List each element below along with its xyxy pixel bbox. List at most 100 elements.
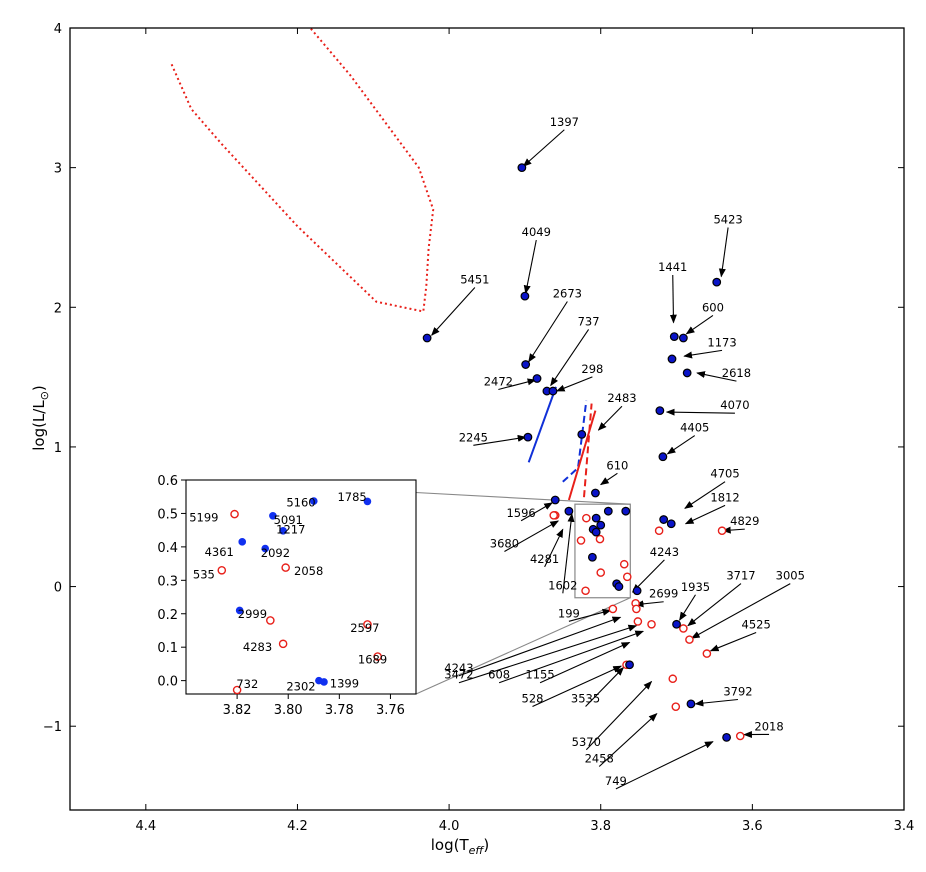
star-label: 5423: [713, 213, 742, 227]
inset-y-tick-label: 0.1: [157, 641, 178, 656]
filled-point: [521, 360, 531, 369]
filled-point: [678, 333, 688, 343]
open-point: [549, 511, 559, 520]
open-point: [735, 731, 745, 741]
inset-filled-point: [279, 527, 287, 535]
filled-point: [659, 515, 669, 524]
label-arrow: [685, 315, 714, 335]
star-label: 4405: [680, 421, 709, 435]
label-arrow: [684, 481, 726, 509]
label-arrow: [634, 600, 664, 608]
star-label: 610: [606, 458, 628, 472]
track-line-solid-1: [527, 386, 557, 463]
inset-y-tick-label: 0.4: [157, 541, 178, 556]
label-arrow: [568, 608, 612, 622]
inset-star-label: 1785: [337, 490, 366, 504]
open-point: [582, 513, 591, 523]
star-label: 1173: [707, 335, 736, 349]
label-arrow: [690, 583, 791, 639]
label-arrow: [684, 504, 726, 525]
star-label: 4705: [710, 467, 739, 481]
track-line-dashed-2: [562, 400, 588, 483]
x-tick-label: 4.2: [287, 819, 308, 834]
inset-filled-point: [320, 678, 328, 686]
open-point: [685, 635, 694, 644]
inset-open-point: [217, 565, 227, 575]
label-arrow: [498, 630, 645, 684]
star-label: 600: [702, 300, 724, 314]
inset-star-label: 1399: [330, 676, 359, 690]
inset-y-tick-label: 0.2: [157, 608, 178, 623]
label-arrow: [709, 631, 757, 652]
label-arrow: [522, 129, 565, 167]
label-arrow: [599, 472, 618, 486]
label-arrow: [665, 408, 735, 416]
y-tick-label: 2: [54, 301, 62, 316]
inset-plot: 3.82 3.80 3.78 3.76 0.0 0.1 0.2 0.3 0.4 0.5 0.6 519…: [157, 474, 417, 718]
filled-point: [666, 519, 676, 529]
inset-y-tick-label: 0.0: [157, 675, 178, 690]
label-arrow: [523, 239, 537, 295]
x-tick-label: 3.8: [590, 819, 611, 834]
inset-filled-point: [309, 497, 318, 505]
filled-point: [682, 368, 692, 378]
open-point: [622, 572, 632, 582]
inset-filled-point: [235, 606, 244, 615]
data-points: [422, 163, 745, 742]
star-label: 4281: [530, 552, 559, 566]
label-arrow: [431, 287, 476, 336]
star-label: 2618: [722, 366, 751, 380]
y-tick-label: 0: [54, 581, 62, 596]
inset-open-point: [281, 563, 290, 572]
inset-star-label: 2597: [350, 621, 379, 635]
label-arrow: [520, 502, 553, 522]
label-arrow: [598, 713, 658, 767]
label-arrow: [679, 594, 696, 621]
open-point: [596, 568, 606, 577]
star-label: 4829: [730, 514, 759, 528]
label-arrow: [539, 641, 631, 684]
star-label: 1397: [550, 115, 579, 129]
open-point: [632, 604, 641, 614]
star-label: 608: [488, 668, 510, 682]
label-arrow: [550, 329, 590, 387]
star-label: 2483: [607, 391, 636, 405]
inset-y-tick-label: 0.5: [157, 507, 178, 522]
star-label: 737: [578, 314, 600, 328]
label-arrow: [683, 349, 723, 359]
filled-point: [587, 552, 597, 562]
inset-star-label: 732: [236, 677, 258, 691]
main-axes: 4.4 4.2 4.0 3.8 3.6 3.4 4 3 2 1 0 −1: [43, 22, 915, 834]
inset-open-point: [278, 639, 288, 649]
inset-x-tick-label: 3.80: [274, 703, 303, 718]
star-label: 2245: [459, 430, 488, 444]
filled-point: [532, 374, 542, 383]
x-tick-label: 4.4: [135, 819, 156, 834]
inset-y-tick-label: 0.6: [157, 474, 178, 489]
label-arrow: [585, 666, 625, 707]
filled-point: [520, 291, 530, 301]
inset-star-label: 4283: [243, 640, 272, 654]
label-arrow: [694, 698, 739, 707]
inset-star-label: 2999: [238, 607, 267, 621]
filled-point: [591, 513, 601, 523]
x-tick-label: 3.6: [742, 819, 763, 834]
inset-open-point: [373, 652, 382, 661]
y-axis-label: log(L/L⊙): [30, 385, 51, 451]
star-label: 2673: [553, 287, 582, 301]
inset-x-tick-label: 3.76: [376, 703, 405, 718]
open-point: [576, 536, 586, 545]
label-arrow: [555, 376, 593, 392]
model-tracks: [170, 27, 597, 501]
inset-star-label: 2302: [286, 680, 315, 694]
star-label: 1602: [548, 578, 577, 592]
open-point: [608, 604, 618, 614]
star-label: 1596: [506, 506, 535, 520]
filled-point: [550, 495, 560, 505]
filled-point: [591, 488, 600, 498]
inset-star-label: 5091: [274, 513, 303, 527]
filled-point: [672, 619, 681, 629]
inset-open-point: [363, 620, 372, 629]
inset-star-label: 5160: [286, 496, 315, 510]
